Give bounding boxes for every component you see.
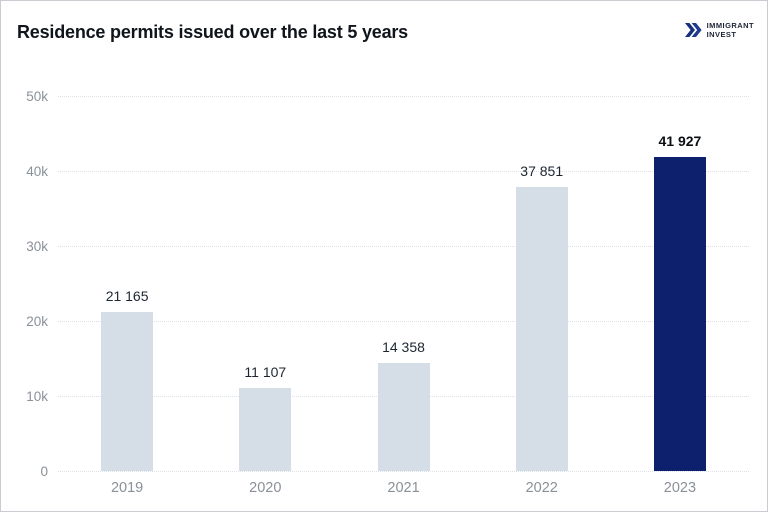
bar-value-label: 37 851 xyxy=(520,163,564,179)
y-axis-tick-label: 20k xyxy=(26,314,48,330)
double-chevron-right-icon xyxy=(684,23,702,37)
y-axis-tick-label: 40k xyxy=(26,164,48,180)
bar-2019 xyxy=(101,312,154,471)
y-axis-tick-label: 30k xyxy=(26,239,48,255)
gridline-20k: 20k xyxy=(26,314,749,329)
logo-line1: IMMIGRANT xyxy=(706,21,754,30)
gridline-30k: 30k xyxy=(26,239,749,254)
bar-value-label: 41 927 xyxy=(658,133,702,149)
chart-bars: 21 165 2019 11 107 2020 14 358 2021 37 851 2022… xyxy=(58,96,749,496)
bar-2022 xyxy=(515,187,568,471)
bar-group-2023: 41 927 2023 xyxy=(611,96,749,496)
bar-2023 xyxy=(653,157,706,471)
page-title: Residence permits issued over the last 5… xyxy=(17,22,408,42)
gridline-50k: 50k xyxy=(26,89,749,104)
y-axis-tick-label: 10k xyxy=(26,389,48,405)
gridline-40k: 40k xyxy=(26,164,749,179)
logo-line2: INVEST xyxy=(706,30,737,39)
logo-text: IMMIGRANT INVEST xyxy=(707,21,754,39)
x-axis-label-2023: 2023 xyxy=(663,480,697,496)
y-axis-tick-label: 0 xyxy=(40,464,48,480)
y-axis-tick-label: 50k xyxy=(26,89,48,105)
immigrant-invest-logo: IMMIGRANT INVEST xyxy=(684,21,754,39)
bar-2021 xyxy=(377,363,430,471)
bar-group-2020: 11 107 2020 xyxy=(196,96,334,496)
bar-value-label: 21 165 xyxy=(105,288,149,304)
x-axis-label-2020: 2020 xyxy=(249,480,282,496)
bar-group-2022: 37 851 2022 xyxy=(473,96,611,496)
bar-2020 xyxy=(239,388,292,471)
bar-group-2019: 21 165 2019 xyxy=(58,96,196,496)
gridline-0: 0 xyxy=(40,464,749,479)
bar-value-label: 14 358 xyxy=(382,339,425,355)
x-axis-label-2022: 2022 xyxy=(525,480,558,496)
bar-chart: 0 10k 20k 30k 40k 50k 21 165 2019 11 107 2020 14 … xyxy=(26,89,749,496)
bar-value-label: 11 107 xyxy=(244,364,287,380)
bar-group-2021: 14 358 2021 xyxy=(334,96,472,496)
x-axis-label-2021: 2021 xyxy=(387,480,420,496)
x-axis-label-2019: 2019 xyxy=(110,480,144,496)
